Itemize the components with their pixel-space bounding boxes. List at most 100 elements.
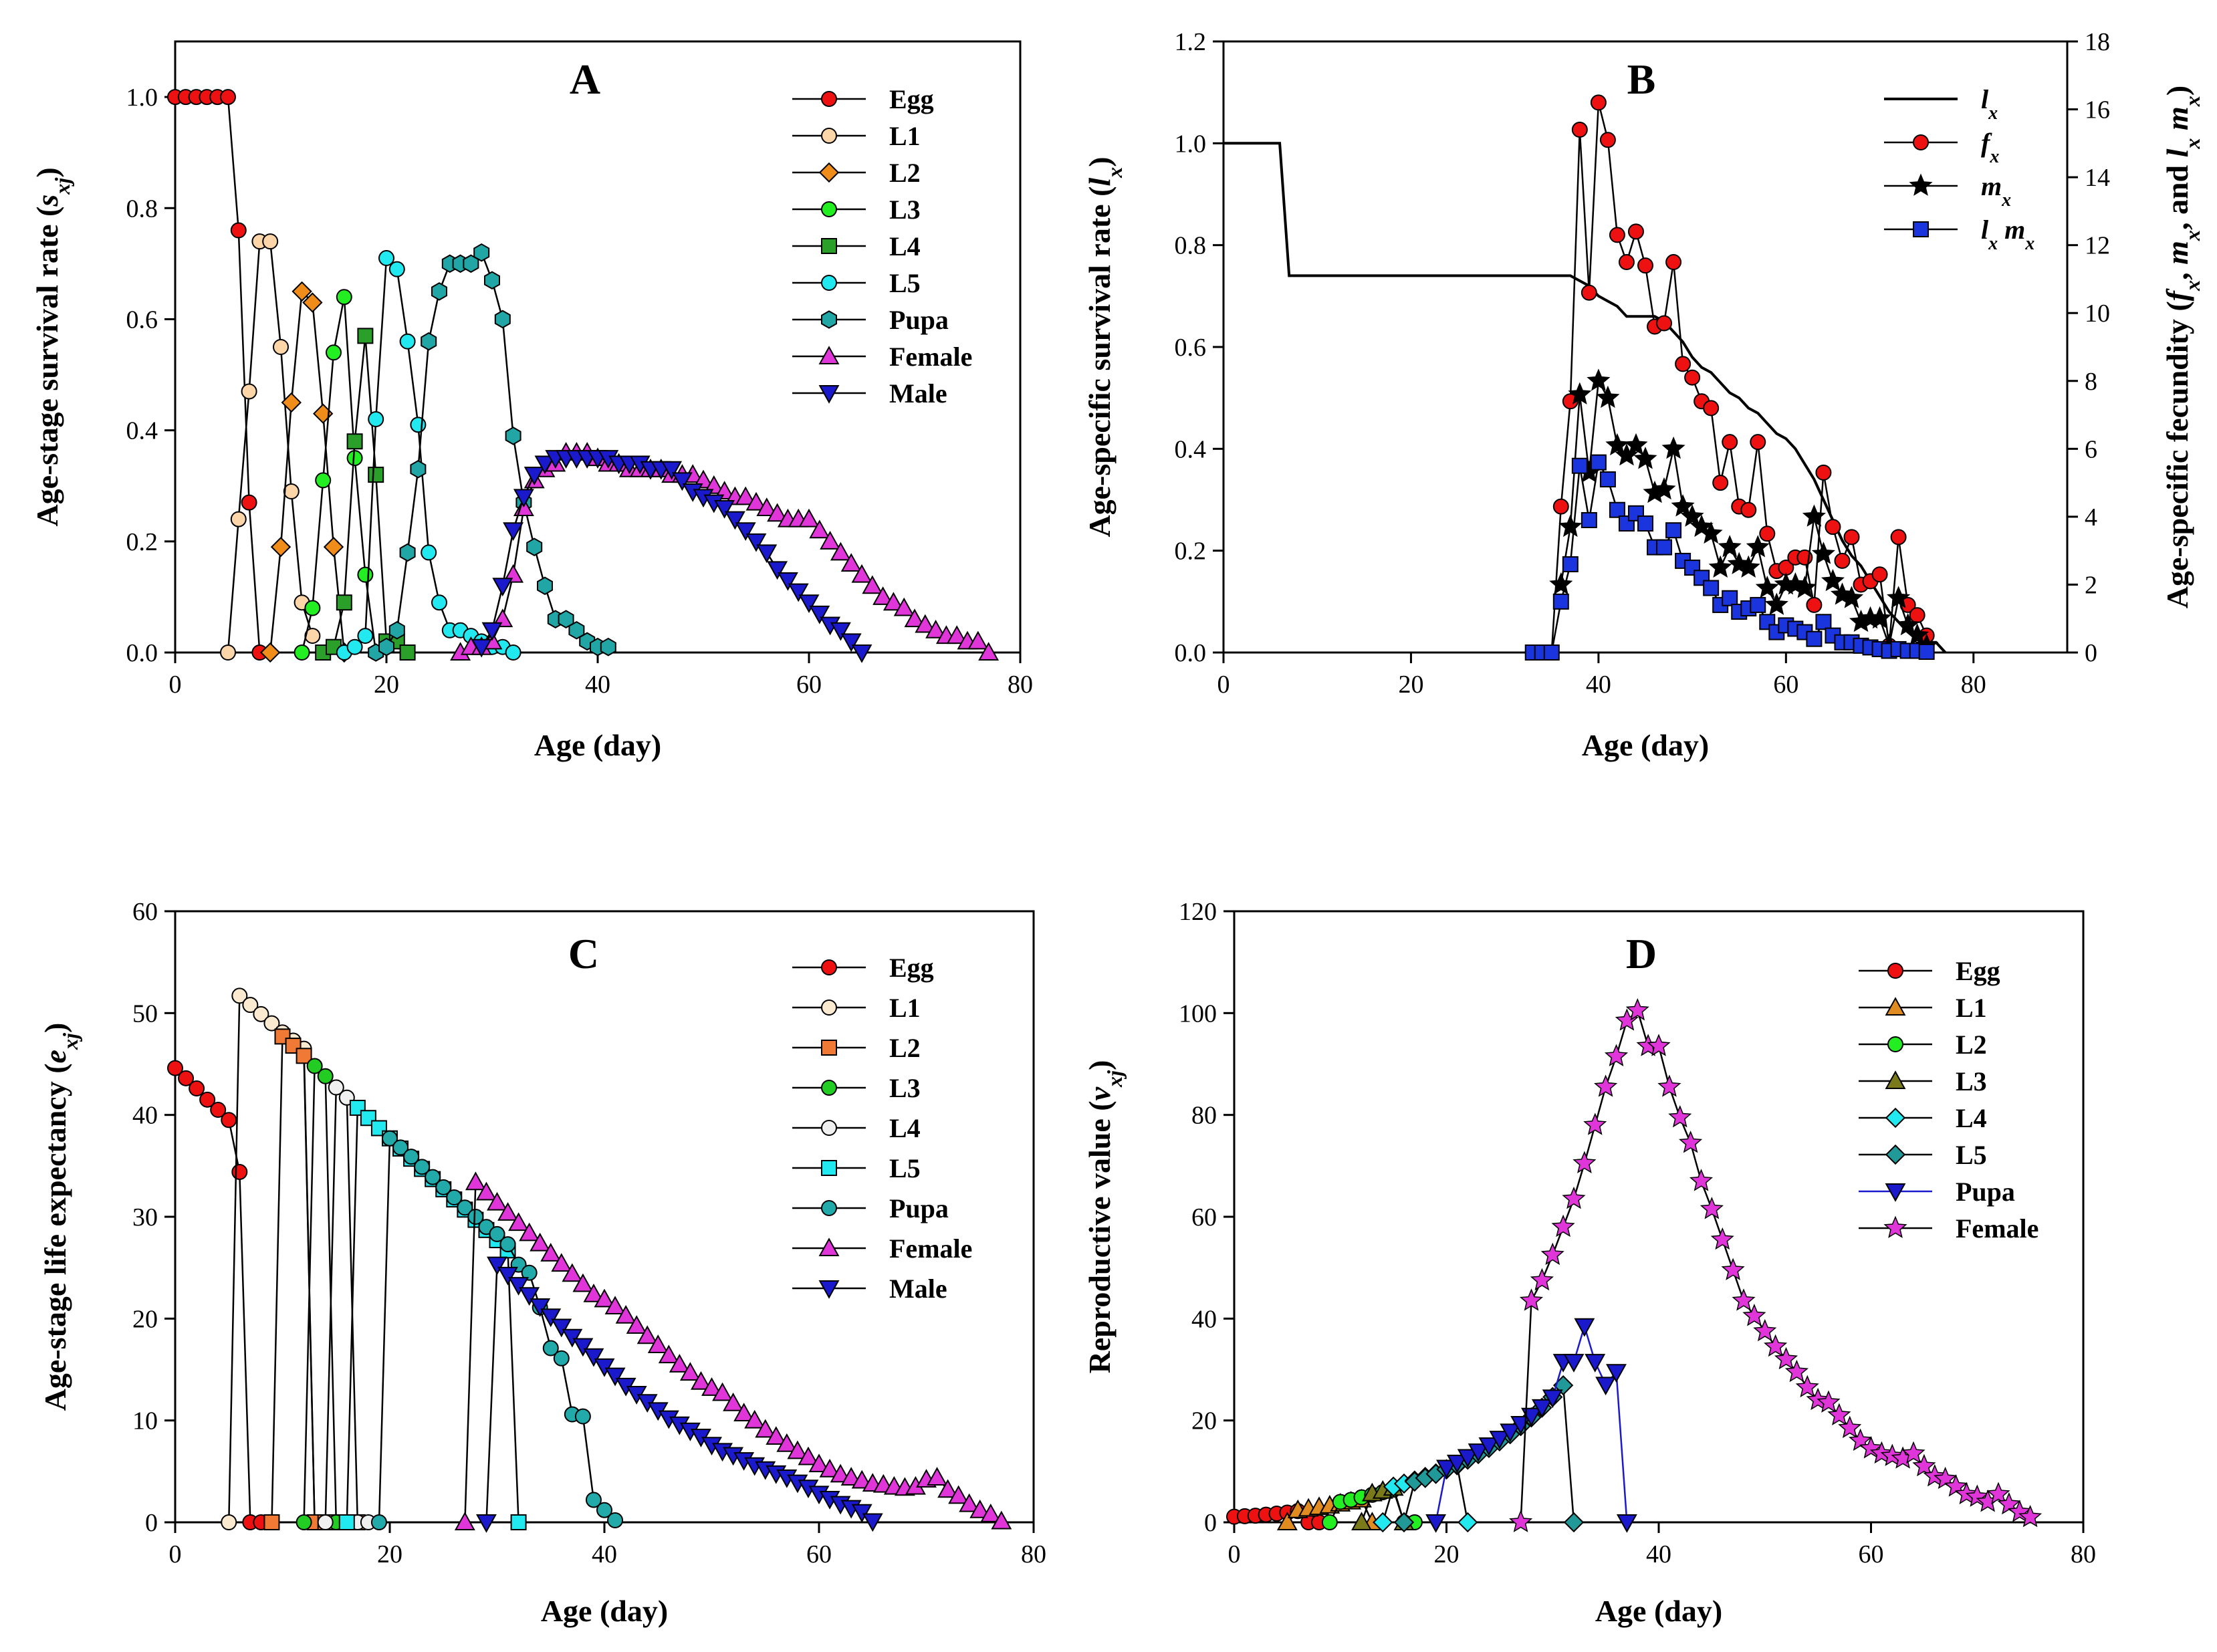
data-point xyxy=(967,630,989,650)
data-point xyxy=(465,1171,486,1191)
y-right-tick-label: 4 xyxy=(2085,503,2097,532)
data-point xyxy=(368,411,384,428)
data-point xyxy=(1609,227,1625,243)
data-point xyxy=(1595,1377,1617,1396)
legend-marker xyxy=(818,1280,840,1299)
legend-label: Male xyxy=(889,1274,947,1304)
data-point xyxy=(1700,1197,1724,1219)
data-point xyxy=(1624,433,1648,456)
data-point xyxy=(494,310,511,329)
legend-entry: L5 xyxy=(792,1153,921,1183)
data-point xyxy=(1755,576,1779,598)
data-point xyxy=(883,592,904,611)
legend-entry: Egg xyxy=(792,84,934,114)
data-point xyxy=(534,455,556,475)
legend-marker xyxy=(1913,221,1929,237)
data-point xyxy=(508,1212,530,1231)
y-tick-label: 1.0 xyxy=(1175,130,1207,158)
data-point xyxy=(270,536,291,558)
data-point xyxy=(1599,132,1616,148)
series-l-x-m-x xyxy=(1524,454,1935,661)
data-point xyxy=(1652,477,1676,500)
data-point xyxy=(574,1408,591,1425)
data-point xyxy=(414,1159,431,1175)
data-point xyxy=(1821,568,1845,592)
data-point xyxy=(388,261,405,277)
data-point xyxy=(851,1504,872,1523)
y-right-tick-label: 0 xyxy=(2085,639,2097,667)
data-point xyxy=(1680,504,1704,527)
y-tick-label: 0.2 xyxy=(126,528,158,556)
data-point xyxy=(399,644,416,661)
data-point xyxy=(830,622,851,641)
data-point xyxy=(346,433,363,450)
data-point xyxy=(1699,521,1723,544)
legend-entry: L2 xyxy=(792,1033,921,1063)
data-point xyxy=(915,614,936,633)
legend-marker xyxy=(821,1120,837,1136)
data-point xyxy=(927,1467,947,1486)
data-point xyxy=(723,1392,744,1411)
data-point xyxy=(840,553,862,572)
panel-title: B xyxy=(1627,55,1656,103)
legend-label: L3 xyxy=(1956,1066,1987,1096)
series-l2 xyxy=(260,281,354,663)
legend-label: mx xyxy=(1981,171,2011,211)
legend-marker xyxy=(1885,1107,1906,1129)
data-point xyxy=(1637,257,1653,274)
data-point xyxy=(1581,511,1597,528)
legend-marker xyxy=(1887,1036,1903,1052)
series-line xyxy=(269,289,346,653)
data-point xyxy=(296,1514,312,1530)
legend-marker xyxy=(1885,1144,1906,1165)
y-tick-label: 80 xyxy=(1191,1102,1217,1130)
data-point xyxy=(283,483,300,500)
legend-label: L3 xyxy=(889,195,921,225)
data-point xyxy=(1581,284,1597,301)
data-point xyxy=(679,1362,701,1381)
data-point xyxy=(1750,596,1766,613)
legend-entry: L1 xyxy=(792,993,921,1023)
data-point xyxy=(1609,501,1625,518)
data-point xyxy=(481,622,503,641)
data-point xyxy=(519,1287,540,1306)
panel-title: A xyxy=(570,55,600,103)
data-point xyxy=(594,1288,615,1308)
y-tick-label: 0 xyxy=(145,1509,158,1537)
data-point xyxy=(745,533,767,552)
legend-entry: L3 xyxy=(792,1073,921,1103)
data-point xyxy=(1656,315,1673,332)
data-point xyxy=(1563,1512,1585,1533)
series-egg xyxy=(167,89,268,661)
x-tick-label: 80 xyxy=(1021,1540,1046,1568)
data-point xyxy=(317,1514,334,1530)
data-point xyxy=(370,1514,387,1530)
legend-entry: L4 xyxy=(792,231,921,261)
data-point xyxy=(263,1015,280,1032)
data-point xyxy=(604,1367,626,1387)
data-point xyxy=(991,1510,1012,1530)
legend-marker xyxy=(821,1040,837,1056)
legend-label: Egg xyxy=(889,953,934,983)
data-point xyxy=(1552,593,1569,610)
data-point xyxy=(1596,385,1620,408)
legend-label: L1 xyxy=(889,993,921,1023)
legend-marker xyxy=(821,201,837,217)
data-point xyxy=(948,1485,969,1504)
data-point xyxy=(487,1191,507,1211)
series-female xyxy=(454,1171,1012,1530)
data-point xyxy=(326,344,342,361)
data-point xyxy=(230,222,247,239)
panel-title: D xyxy=(1626,930,1657,977)
data-point xyxy=(735,522,756,542)
data-point xyxy=(1703,400,1720,417)
data-point xyxy=(1509,1510,1533,1532)
data-point xyxy=(1750,434,1766,451)
data-point xyxy=(1606,1364,1627,1383)
data-point xyxy=(1661,436,1685,459)
data-point xyxy=(755,1419,776,1438)
data-point xyxy=(526,538,543,556)
data-point xyxy=(1732,1288,1756,1311)
legend-entry: Female xyxy=(792,342,972,372)
data-point xyxy=(767,503,788,522)
